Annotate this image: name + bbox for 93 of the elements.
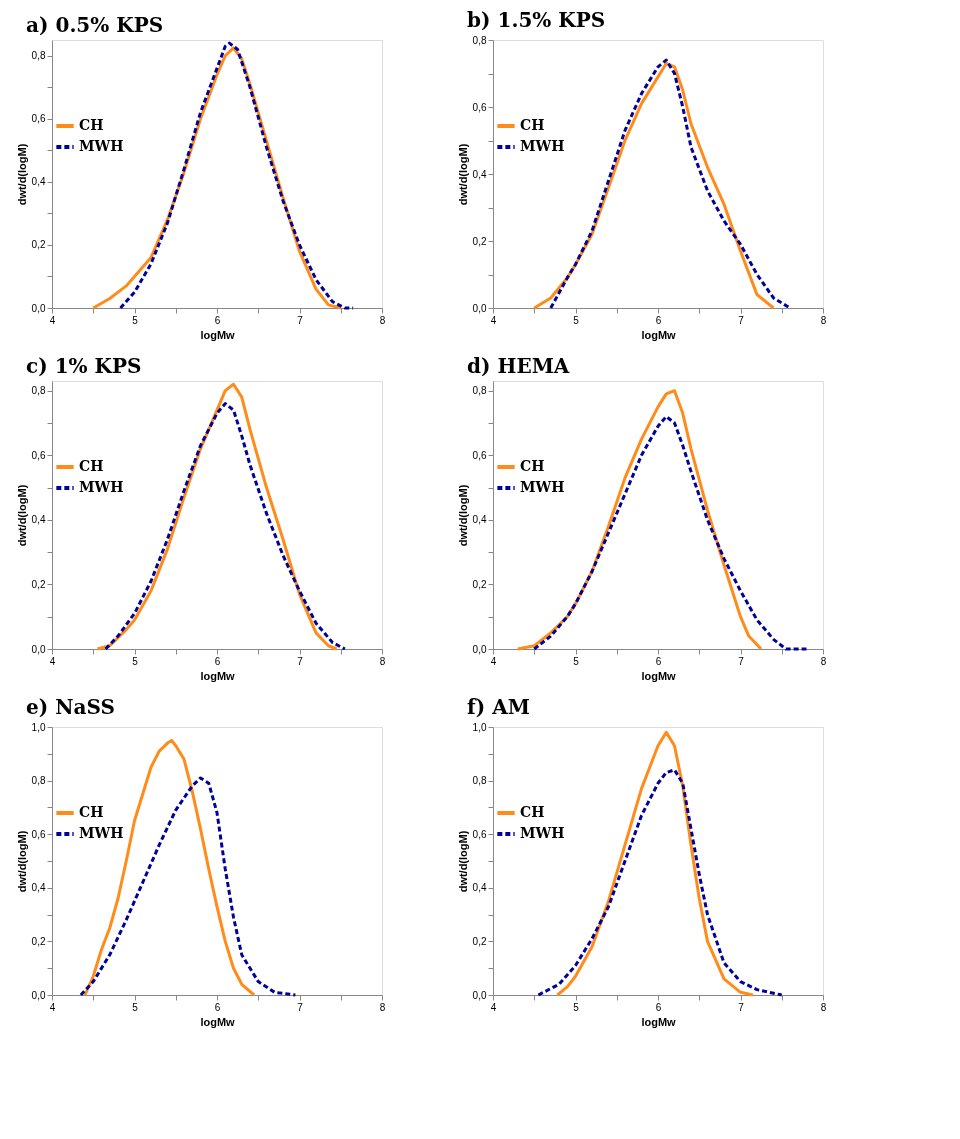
y-tick-label: 0,0 (31, 989, 46, 1001)
y-tick-label: 0,4 (31, 176, 46, 188)
y-tick-label: 0,2 (31, 578, 46, 590)
x-tick-label: 4 (490, 1001, 497, 1013)
y-tick-label: 0,0 (31, 302, 46, 314)
x-tick-label: 6 (214, 1001, 221, 1013)
x-tick-label: 6 (214, 314, 221, 326)
y-tick-label: 0,4 (472, 882, 487, 894)
x-tick-label: 7 (297, 314, 304, 326)
chart-title: c) 1% KPS (26, 354, 142, 378)
x-tick-label: 7 (738, 314, 745, 326)
legend-label: MWH (520, 138, 565, 154)
y-tick-label: 0,6 (472, 828, 487, 840)
y-tick-label: 0,6 (31, 113, 46, 125)
y-tick-label: 0,0 (472, 643, 487, 655)
legend-label: MWH (79, 138, 124, 154)
y-axis-title: dwt/d(logM) (15, 830, 28, 893)
y-tick-label: 0,4 (472, 168, 487, 180)
x-tick-label: 8 (820, 655, 827, 667)
x-tick-label: 4 (490, 655, 497, 667)
y-tick-label: 0,6 (472, 449, 487, 461)
y-tick-label: 0,8 (31, 385, 46, 397)
x-axis-title: logMw (200, 669, 236, 682)
legend-label: CH (520, 458, 545, 474)
x-axis-title: logMw (200, 1015, 236, 1028)
y-tick-label: 0,6 (31, 828, 46, 840)
x-tick-label: 6 (655, 314, 662, 326)
x-tick-label: 8 (379, 655, 386, 667)
y-tick-label: 0,8 (472, 775, 487, 787)
legend-label: CH (520, 117, 545, 133)
y-tick-label: 0,2 (31, 935, 46, 947)
chart-title: f) AM (467, 695, 530, 719)
y-axis-title: dwt/d(logM) (456, 484, 469, 547)
x-axis-title: logMw (641, 328, 677, 341)
y-tick-label: 0,8 (472, 34, 487, 46)
line-series (79, 776, 297, 997)
y-tick-label: 0,4 (31, 514, 46, 526)
legend-label: CH (79, 804, 104, 820)
x-tick-label: 4 (49, 1001, 56, 1013)
chart-title: a) 0.5% KPS (26, 13, 164, 37)
y-tick-label: 0,8 (31, 50, 46, 62)
x-tick-label: 7 (738, 655, 745, 667)
y-axis-title: dwt/d(logM) (15, 143, 28, 206)
legend-label: MWH (520, 825, 565, 841)
x-axis-title: logMw (641, 669, 677, 682)
y-tick-label: 0,0 (31, 643, 46, 655)
chart-title: e) NaSS (26, 695, 115, 719)
x-tick-label: 6 (655, 1001, 662, 1013)
x-tick-label: 8 (820, 314, 827, 326)
legend-label: CH (520, 804, 545, 820)
chart-title: b) 1.5% KPS (467, 8, 606, 32)
y-tick-label: 0,8 (472, 385, 487, 397)
x-tick-label: 5 (573, 655, 580, 667)
y-tick-label: 0,6 (472, 101, 487, 113)
y-tick-label: 0,6 (31, 449, 46, 461)
y-tick-label: 0,4 (31, 882, 46, 894)
legend-label: MWH (520, 479, 565, 495)
y-tick-label: 0,4 (472, 514, 487, 526)
x-tick-label: 5 (132, 655, 139, 667)
legend-label: CH (79, 458, 104, 474)
y-tick-label: 0,0 (472, 302, 487, 314)
x-tick-label: 8 (820, 1001, 827, 1013)
x-axis-title: logMw (641, 1015, 677, 1028)
x-tick-label: 7 (738, 1001, 745, 1013)
y-axis-title: dwt/d(logM) (456, 830, 469, 893)
x-tick-label: 4 (490, 314, 497, 326)
y-tick-label: 0,2 (472, 578, 487, 590)
x-tick-label: 4 (49, 314, 56, 326)
y-tick-label: 0,2 (472, 935, 487, 947)
x-tick-label: 8 (379, 1001, 386, 1013)
y-tick-label: 0,2 (31, 239, 46, 251)
x-tick-label: 5 (573, 1001, 580, 1013)
y-tick-label: 0,8 (31, 775, 46, 787)
x-tick-label: 5 (573, 314, 580, 326)
legend-label: MWH (79, 479, 124, 495)
x-tick-label: 5 (132, 1001, 139, 1013)
y-axis-title: dwt/d(logM) (456, 143, 469, 206)
y-axis-title: dwt/d(logM) (15, 484, 28, 547)
x-tick-label: 8 (379, 314, 386, 326)
x-tick-label: 4 (49, 655, 56, 667)
x-tick-label: 7 (297, 655, 304, 667)
x-tick-label: 7 (297, 1001, 304, 1013)
y-tick-label: 1,0 (31, 721, 46, 733)
x-tick-label: 6 (214, 655, 221, 667)
y-tick-label: 0,0 (472, 989, 487, 1001)
x-axis-title: logMw (200, 328, 236, 341)
y-tick-label: 1,0 (472, 721, 487, 733)
x-tick-label: 6 (655, 655, 662, 667)
legend-label: CH (79, 117, 104, 133)
y-tick-label: 0,2 (472, 235, 487, 247)
chart-title: d) HEMA (467, 354, 570, 378)
x-tick-label: 5 (132, 314, 139, 326)
legend-label: MWH (79, 825, 124, 841)
